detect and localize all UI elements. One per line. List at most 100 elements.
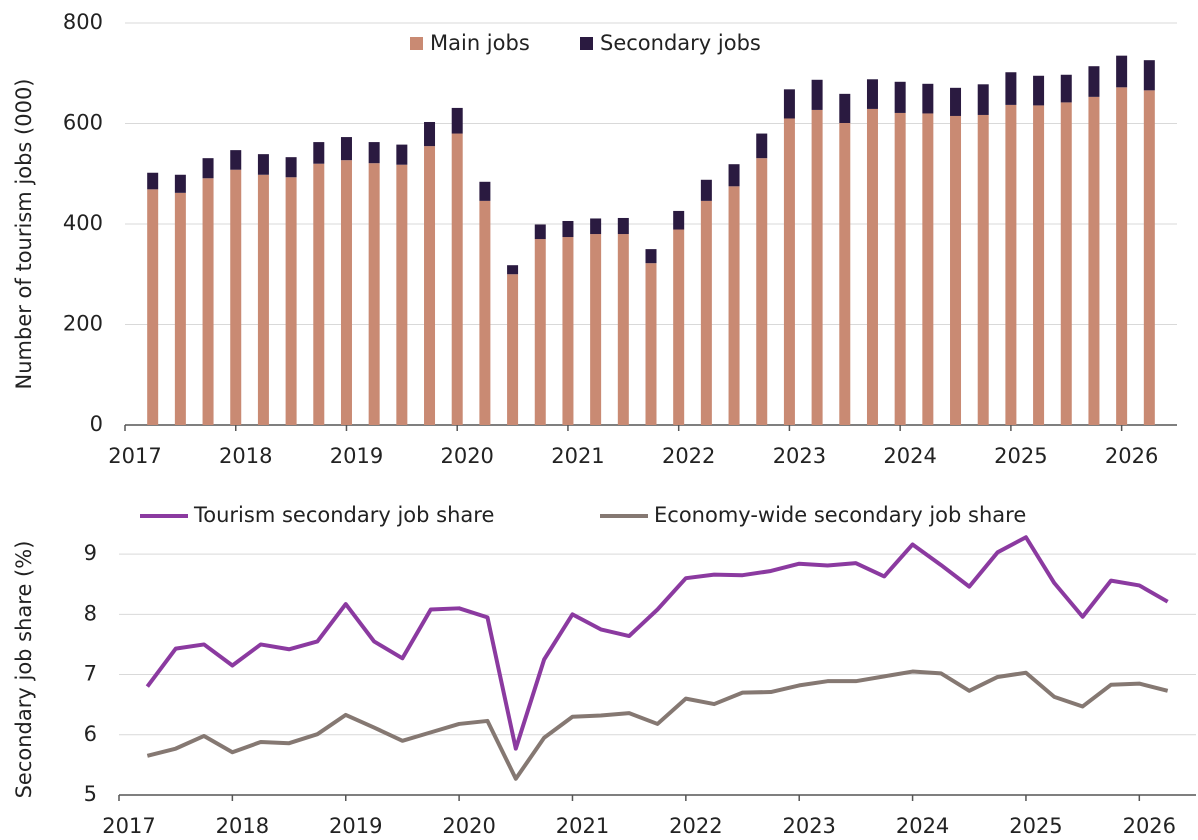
bar-segment: [756, 133, 768, 159]
y-tick-label: 600: [63, 111, 103, 135]
bar-segment: [590, 218, 602, 235]
bar-segment: [1116, 87, 1128, 425]
bar-segment: [922, 83, 934, 114]
bar-segment: [230, 150, 242, 170]
bar-segment: [645, 249, 657, 264]
bar-segment: [811, 109, 823, 426]
legend-swatch: [580, 37, 593, 50]
bar-segment: [479, 181, 491, 201]
bar-segment: [1116, 55, 1128, 88]
bar-segment: [922, 113, 934, 425]
bar-segment: [257, 154, 269, 175]
bar-segment: [894, 81, 906, 113]
bar-segment: [1033, 105, 1045, 425]
bar-segment: [340, 160, 352, 425]
y-axis-label: Secondary job share (%): [12, 541, 36, 799]
y-tick-label: 5: [84, 782, 97, 806]
bar-segment: [1143, 60, 1155, 91]
x-tick-label: 2017: [108, 444, 161, 468]
y-tick-label: 800: [63, 10, 103, 34]
bar-segment: [839, 122, 851, 425]
bar-segment: [1060, 102, 1072, 426]
legend-label: Tourism secondary job share: [193, 503, 494, 527]
bar-segment: [894, 112, 906, 425]
bar-segment: [202, 158, 214, 179]
bar-segment: [562, 237, 574, 425]
bar-segment: [977, 84, 989, 115]
bar-segment: [396, 144, 408, 165]
x-tick-label: 2022: [662, 444, 715, 468]
bar-segment: [700, 200, 712, 425]
bar-segment: [811, 79, 823, 110]
y-tick-label: 0: [90, 412, 103, 436]
x-tick-label: 2024: [883, 444, 936, 468]
bar-segment: [1088, 66, 1100, 97]
bar-segment: [562, 220, 574, 238]
bar-segment: [617, 234, 629, 425]
bar-segment: [977, 114, 989, 426]
bar-segment: [202, 178, 214, 425]
y-tick-label: 7: [84, 662, 97, 686]
bar-segment: [147, 189, 159, 425]
y-axis-label: Number of tourism jobs (000): [12, 79, 36, 390]
bar-segment: [147, 172, 159, 190]
x-tick-label: 2022: [669, 814, 722, 838]
bar-segment: [1143, 90, 1155, 426]
bar-segment: [866, 79, 878, 109]
bar-segment: [534, 239, 546, 425]
x-tick-label: 2018: [216, 814, 269, 838]
bar-segment: [783, 89, 795, 119]
bar-segment: [313, 163, 325, 425]
bar-segment: [451, 133, 463, 426]
bar-segment: [368, 163, 380, 425]
x-tick-label: 2023: [782, 814, 835, 838]
bar-segment: [257, 174, 269, 425]
bar-segment: [368, 142, 380, 164]
bar-segment: [479, 200, 491, 425]
x-tick-label: 2024: [896, 814, 949, 838]
bar-segment: [174, 192, 186, 425]
x-tick-label: 2021: [556, 814, 609, 838]
legend-swatch: [410, 37, 423, 50]
x-tick-label: 2021: [551, 444, 604, 468]
bar-segment: [728, 164, 740, 187]
bar-segment: [507, 265, 519, 275]
bar-segment: [673, 210, 685, 230]
legend-label: Economy-wide secondary job share: [654, 503, 1026, 527]
x-tick-label: 2019: [330, 444, 383, 468]
bar-segment: [1088, 96, 1100, 426]
legend-label: Secondary jobs: [600, 31, 761, 55]
y-tick-label: 200: [63, 312, 103, 336]
x-tick-label: 2020: [440, 444, 493, 468]
bar-segment: [1005, 104, 1017, 425]
bar-segment: [590, 234, 602, 425]
bar-segment: [396, 164, 408, 425]
bar-segment: [756, 158, 768, 426]
bar-segment: [866, 108, 878, 426]
bar-segment: [451, 107, 463, 134]
bar-segment: [1033, 75, 1045, 106]
y-tick-label: 9: [84, 541, 97, 565]
bar-segment: [424, 146, 436, 426]
bar-segment: [950, 87, 962, 116]
bar-segment: [783, 118, 795, 425]
bar-segment: [700, 179, 712, 201]
bar-segment: [617, 217, 629, 235]
line-series: [146, 669, 1169, 781]
bar-segment: [1005, 72, 1017, 105]
x-tick-label: 2025: [1009, 814, 1062, 838]
bar-segment: [424, 121, 436, 147]
x-tick-label: 2023: [773, 444, 826, 468]
y-tick-label: 400: [63, 211, 103, 235]
bar-segment: [285, 177, 297, 425]
bar-segment: [1060, 74, 1072, 103]
bar-segment: [174, 174, 186, 193]
bar-segment: [728, 186, 740, 425]
x-tick-label: 2018: [219, 444, 272, 468]
line-series: [145, 535, 1169, 751]
bar-segment: [507, 274, 519, 425]
bar-segment: [285, 157, 297, 178]
x-tick-label: 2026: [1123, 814, 1176, 838]
bar-segment: [230, 169, 242, 425]
